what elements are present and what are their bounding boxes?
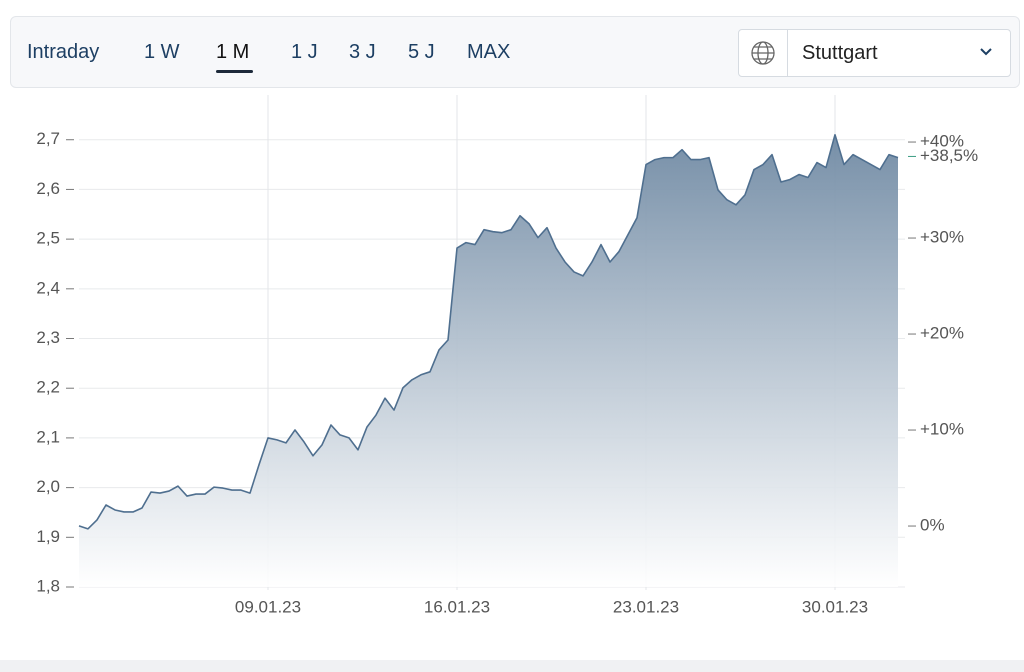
range-tab[interactable]: 1 M: [216, 41, 254, 73]
x-tick-label: 16.01.23: [424, 597, 490, 616]
exchange-dropdown[interactable]: Stuttgart: [738, 29, 1011, 77]
x-tick-label: 23.01.23: [613, 597, 679, 616]
y-tick-label: 2,3: [36, 328, 60, 347]
footer-bar: [0, 660, 1024, 672]
range-tab[interactable]: 1 W: [144, 41, 180, 63]
y-tick-label: 2,0: [36, 477, 60, 496]
range-tab[interactable]: Intraday: [27, 41, 100, 63]
exchange-label: Stuttgart: [802, 42, 878, 64]
range-tab[interactable]: 3 J: [349, 41, 376, 63]
price-area: [79, 134, 898, 587]
y2-tick-label: +10%: [920, 420, 964, 439]
x-tick-label: 09.01.23: [235, 597, 301, 616]
y2-tick-label: +40%: [920, 132, 964, 151]
globe-icon: [751, 30, 788, 76]
current-change-label: +38,5%: [920, 146, 978, 165]
price-line: [78, 133, 899, 530]
y-tick-label: 1,8: [36, 576, 60, 595]
y-tick-label: 2,6: [36, 179, 60, 198]
y2-tick-label: 0%: [920, 516, 945, 535]
y-tick-label: 2,4: [36, 278, 60, 297]
y-tick-label: 1,9: [36, 527, 60, 546]
chevron-icon: [980, 48, 992, 56]
y-tick-label: 2,2: [36, 378, 60, 397]
x-tick-label: 30.01.23: [802, 597, 868, 616]
y2-tick-label: +20%: [920, 324, 964, 343]
chart: 1,8 1,9 2,0 2,1 2,2 2,3 2,4 2,5 2,6 2,7 09.01.23 16…: [36, 95, 978, 616]
y-tick-label: 2,7: [36, 129, 60, 148]
y-tick-label: 2,5: [36, 229, 60, 248]
range-tab[interactable]: 1 J: [291, 41, 318, 63]
y2-tick-label: +30%: [920, 228, 964, 247]
toolbar: Stuttgart Intraday 1 W 1 M 1 J 3 J 5 J MAX: [10, 16, 1020, 88]
range-tab[interactable]: MAX: [467, 41, 511, 63]
range-tab[interactable]: 5 J: [408, 41, 435, 63]
y-tick-label: 2,1: [36, 427, 60, 446]
